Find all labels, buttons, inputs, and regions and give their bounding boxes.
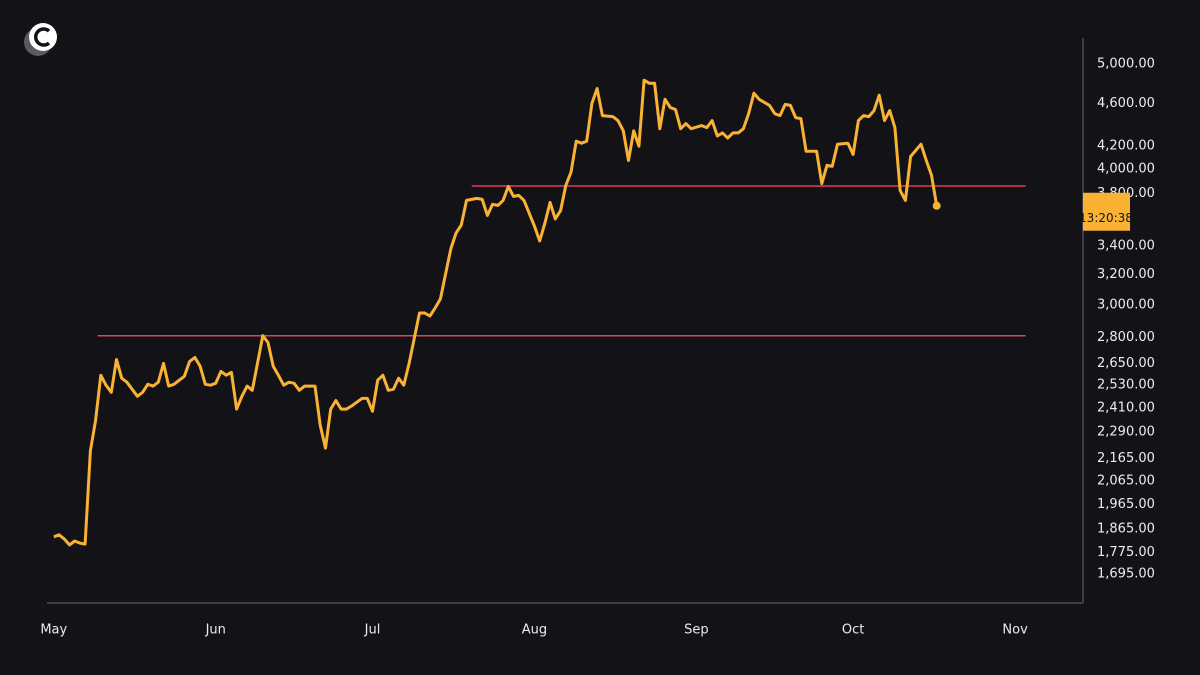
y-tick-label: 3,000.00 — [1097, 297, 1155, 312]
y-tick-label: 4,000.00 — [1097, 162, 1155, 177]
y-tick-label: 4,600.00 — [1097, 96, 1155, 111]
y-tick-label: 2,650.00 — [1097, 356, 1155, 371]
logo — [24, 23, 57, 56]
y-tick-label: 2,410.00 — [1097, 401, 1155, 416]
y-tick-label: 5,000.00 — [1097, 57, 1155, 72]
y-tick-label: 2,800.00 — [1097, 330, 1155, 345]
price-tag — [1083, 192, 1130, 231]
y-tick-label: 2,065.00 — [1097, 473, 1155, 488]
x-tick-label: Nov — [1002, 623, 1028, 638]
x-tick-label: Jun — [205, 623, 226, 638]
x-tick-label: Jul — [364, 623, 381, 638]
y-tick-label: 4,200.00 — [1097, 139, 1155, 154]
y-tick-label: 3,200.00 — [1097, 267, 1155, 282]
x-tick-label: May — [40, 623, 67, 638]
price-line — [53, 78, 939, 547]
y-tick-label: 2,165.00 — [1097, 451, 1155, 466]
x-tick-label: Aug — [522, 623, 547, 638]
y-tick-label: 1,695.00 — [1097, 567, 1155, 582]
last-point — [932, 201, 941, 210]
time-label: 13:20:38 — [1079, 211, 1133, 225]
y-tick-label: 1,775.00 — [1097, 545, 1155, 560]
y-tick-label: 1,865.00 — [1097, 521, 1155, 536]
y-tick-label: 2,530.00 — [1097, 378, 1155, 393]
y-tick-label: 2,290.00 — [1097, 425, 1155, 440]
y-tick-label: 3,400.00 — [1097, 238, 1155, 253]
y-tick-label: 1,965.00 — [1097, 497, 1155, 512]
x-tick-label: Oct — [842, 623, 864, 638]
x-tick-label: Sep — [684, 623, 709, 638]
